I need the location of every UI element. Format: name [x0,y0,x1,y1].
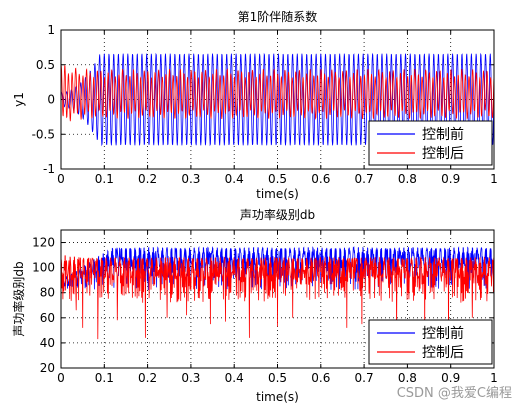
series-line-after [61,65,494,122]
x-tick-label: 0.8 [398,371,417,385]
axes-frame [60,229,495,369]
watermark: CSDN @我爱C编程 [396,386,512,401]
x-tick-label: 0 [57,172,65,186]
x-tick-label: 0.1 [95,371,114,385]
x-tick-label: 0.7 [355,371,374,385]
x-tick-label: 0.5 [268,371,287,385]
chart-title: 声功率级别db [240,207,315,222]
y-tick-label: 20 [40,361,55,375]
y-tick-label: 80 [40,286,55,300]
axes-frame [60,29,495,170]
x-tick-label: 0.6 [311,172,330,186]
x-tick-label: 1 [490,371,498,385]
y-axis-label: 声功率级别db [11,261,26,336]
y-tick-label: 1 [47,23,55,37]
axes-1: 0 0.1 0.2 0.3 0.4 0.5 0.6 0.7 0.8 0.9 1 1 0.5 0 -0.5 -1… [12,9,498,201]
x-tick-label: 0.3 [181,371,200,385]
x-tick-label: 0.4 [225,371,244,385]
x-tick-label: 0.3 [181,172,200,186]
y-tick-label: 60 [40,311,55,325]
x-tick-label: 0.5 [268,172,287,186]
legend-label: 控制前 [422,325,464,342]
x-tick-label: 1 [490,172,498,186]
x-axis-label: time(s) [256,187,299,201]
x-tick-label: 0.7 [355,172,374,186]
y-tick-label: 0 [47,93,55,107]
axes-2: 0 0.1 0.2 0.3 0.4 0.5 0.6 0.7 0.8 0.9 1 120 100 80 60 4… [11,207,498,404]
x-tick-label: 0.2 [138,172,157,186]
legend-box [368,319,493,365]
y-tick-label: -0.5 [32,127,55,141]
y-tick-label: 40 [40,336,55,350]
x-axis-label: time(s) [256,390,299,404]
y-tick-label: 120 [32,236,55,250]
x-tick-label: 0.2 [138,371,157,385]
y-tick-label: 0.5 [36,58,55,72]
x-tick-label: 0.4 [225,172,244,186]
legend-label: 控制后 [422,146,464,162]
y-tick-label: 100 [32,261,55,275]
series-line-after [61,255,494,341]
x-tick-label: 0.6 [311,371,330,385]
legend-label: 控制前 [422,126,464,143]
x-tick-label: 0.8 [398,172,417,186]
y-tick-label: -1 [43,162,55,176]
x-tick-label: 0 [57,371,65,385]
x-tick-label: 0.9 [441,172,460,186]
y-axis-label: y1 [12,92,26,107]
x-tick-label: 0.1 [95,172,114,186]
x-tick-label: 0.9 [441,371,460,385]
legend-label: 控制后 [422,345,464,361]
legend-box [368,120,493,166]
chart-title: 第1阶伴随系数 [238,9,318,24]
